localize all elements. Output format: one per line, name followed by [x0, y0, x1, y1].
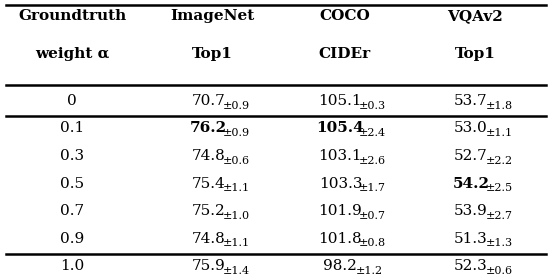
- Text: 52.7: 52.7: [454, 149, 488, 163]
- Text: 53.7: 53.7: [454, 94, 488, 108]
- Text: 52.3: 52.3: [454, 259, 488, 273]
- Text: 0.1: 0.1: [60, 121, 84, 136]
- Text: 75.9: 75.9: [192, 259, 225, 273]
- Text: 101.8: 101.8: [319, 232, 362, 246]
- Text: ±1.2: ±1.2: [355, 266, 383, 276]
- Text: 101.9: 101.9: [319, 204, 362, 218]
- Text: ±0.8: ±0.8: [359, 238, 386, 248]
- Text: ±0.7: ±0.7: [359, 211, 386, 221]
- Text: 70.7: 70.7: [192, 94, 225, 108]
- Text: ±0.3: ±0.3: [359, 101, 386, 111]
- Text: 0.3: 0.3: [60, 149, 84, 163]
- Text: ±1.1: ±1.1: [223, 183, 251, 193]
- Text: 1.0: 1.0: [60, 259, 84, 273]
- Text: CIDEr: CIDEr: [319, 47, 371, 62]
- Text: ±1.4: ±1.4: [223, 266, 251, 276]
- Text: ±0.6: ±0.6: [486, 266, 513, 276]
- Text: ±2.6: ±2.6: [359, 156, 386, 166]
- Text: ±1.8: ±1.8: [486, 101, 513, 111]
- Text: COCO: COCO: [320, 9, 370, 23]
- Text: ±2.5: ±2.5: [486, 183, 513, 193]
- Text: 0.7: 0.7: [60, 204, 84, 218]
- Text: 105.1: 105.1: [319, 94, 362, 108]
- Text: 0: 0: [67, 94, 77, 108]
- Text: ±1.0: ±1.0: [223, 211, 251, 221]
- Text: 53.9: 53.9: [454, 204, 488, 218]
- Text: 74.8: 74.8: [192, 149, 225, 163]
- Text: Top1: Top1: [455, 47, 496, 62]
- Text: ±1.1: ±1.1: [223, 238, 251, 248]
- Text: ±0.9: ±0.9: [223, 101, 251, 111]
- Text: 51.3: 51.3: [454, 232, 488, 246]
- Text: 75.2: 75.2: [192, 204, 225, 218]
- Text: 54.2: 54.2: [453, 177, 490, 190]
- Text: 98.2: 98.2: [323, 259, 357, 273]
- Text: ±0.9: ±0.9: [223, 128, 251, 138]
- Text: Top1: Top1: [192, 47, 233, 62]
- Text: ±0.6: ±0.6: [223, 156, 251, 166]
- Text: ImageNet: ImageNet: [171, 9, 255, 23]
- Text: 103.3: 103.3: [319, 177, 362, 190]
- Text: 74.8: 74.8: [192, 232, 225, 246]
- Text: 0.9: 0.9: [60, 232, 84, 246]
- Text: ±1.1: ±1.1: [486, 128, 513, 138]
- Text: ±1.7: ±1.7: [359, 183, 386, 193]
- Text: weight α: weight α: [35, 47, 109, 62]
- Text: VQAv2: VQAv2: [448, 9, 503, 23]
- Text: Groundtruth: Groundtruth: [18, 9, 126, 23]
- Text: 53.0: 53.0: [454, 121, 488, 136]
- Text: ±1.3: ±1.3: [486, 238, 513, 248]
- Text: ±2.4: ±2.4: [359, 128, 386, 138]
- Text: ±2.7: ±2.7: [486, 211, 513, 221]
- Text: 76.2: 76.2: [190, 121, 227, 136]
- Text: 105.4: 105.4: [316, 121, 364, 136]
- Text: ±2.2: ±2.2: [486, 156, 513, 166]
- Text: 103.1: 103.1: [319, 149, 362, 163]
- Text: 75.4: 75.4: [192, 177, 225, 190]
- Text: 0.5: 0.5: [60, 177, 84, 190]
